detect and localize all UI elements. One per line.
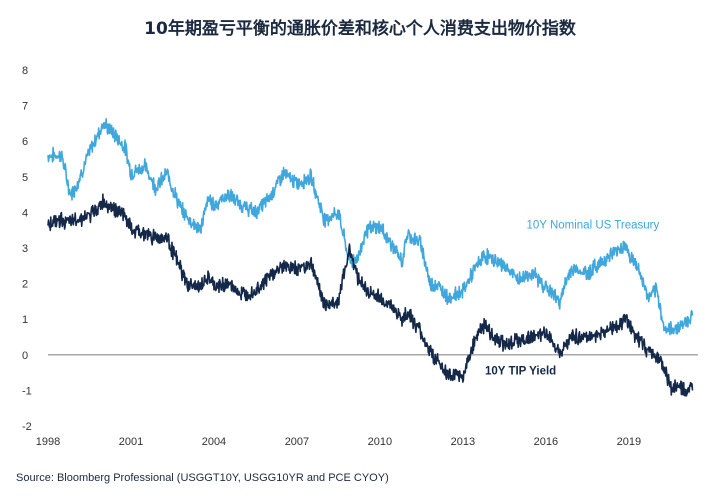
x-tick-label: 2013: [451, 436, 475, 448]
y-tick-label: 4: [22, 207, 28, 219]
x-tick-label: 2016: [534, 436, 558, 448]
series-layer: [47, 118, 694, 397]
y-tick-label: 3: [22, 243, 28, 255]
series-line-tip-yield: [47, 193, 694, 397]
x-tick-label: 2004: [202, 436, 226, 448]
x-tick-label: 2019: [617, 436, 641, 448]
y-tick-label: 8: [22, 65, 28, 77]
y-tick-label: 7: [22, 101, 28, 113]
y-tick-label: 2: [22, 279, 28, 291]
y-tick-label: -1: [22, 385, 32, 397]
x-tick-label: 2007: [285, 436, 309, 448]
x-tick-label: 1998: [36, 436, 60, 448]
source-note: Source: Bloomberg Professional (USGGT10Y…: [16, 472, 389, 484]
label-nominal-treasury: 10Y Nominal US Treasury: [527, 219, 660, 231]
y-tick-label: -2: [22, 421, 32, 433]
y-tick-label: 1: [22, 314, 28, 326]
y-axis: -2 -1 0 1 2 3 4 5 6 7 8: [22, 65, 32, 433]
series-line-nominal-treasury: [47, 118, 694, 336]
annotations: 10Y Nominal US Treasury 10Y TIP Yield: [485, 219, 659, 377]
y-tick-label: 6: [22, 136, 28, 148]
label-tip-yield: 10Y TIP Yield: [485, 365, 556, 377]
y-tick-label: 0: [22, 350, 28, 362]
x-tick-label: 2010: [368, 436, 392, 448]
y-tick-label: 5: [22, 172, 28, 184]
x-tick-label: 2001: [119, 436, 143, 448]
x-axis: 1998 2001 2004 2007 2010 2013 2016 2019: [36, 436, 641, 448]
chart-title: 10年期盈亏平衡的通胀价差和核心个人消费支出物价指数: [144, 19, 576, 39]
